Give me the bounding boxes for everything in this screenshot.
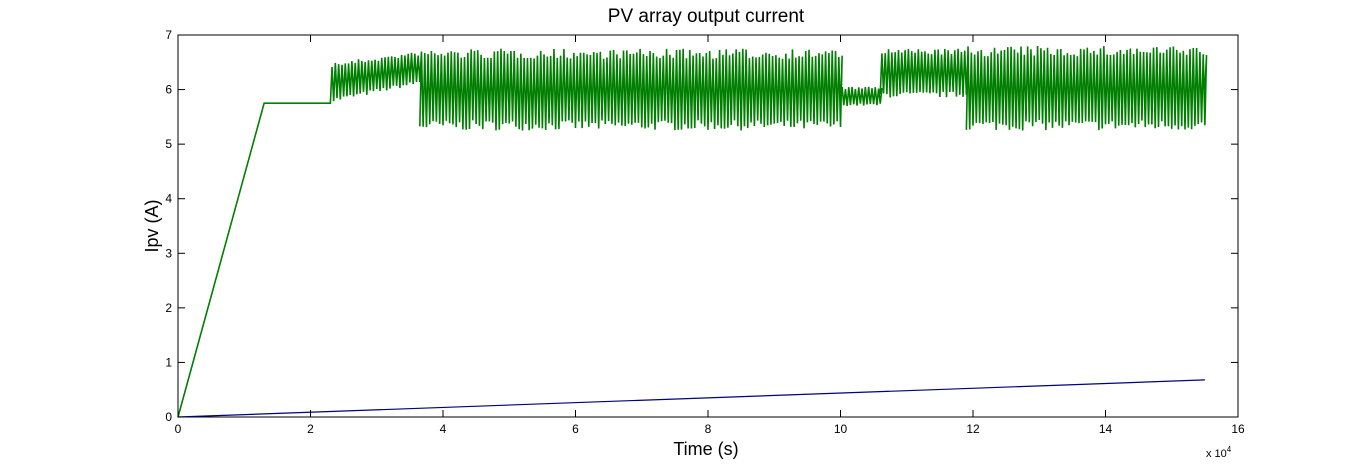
x-tick-label: 6: [572, 422, 579, 436]
series-blue-line: [177, 379, 1205, 418]
x-tick-label: 2: [307, 422, 314, 436]
y-tick-label: 7: [165, 28, 172, 42]
y-tick-label: 6: [165, 83, 172, 97]
x-tick-label: 8: [705, 422, 712, 436]
series-green-line: [177, 46, 1208, 418]
x-axis-multiplier-exponent: 4: [1227, 445, 1232, 454]
x-tick-labels: 0 2 4 6 8 10 12 14 16: [175, 422, 1245, 436]
x-axis-multiplier: x 104: [1206, 445, 1232, 460]
x-axis-label: Time (s): [673, 439, 738, 459]
y-tick-label: 3: [165, 246, 172, 260]
y-tick-label: 4: [165, 192, 172, 206]
chart-title: PV array output current: [608, 6, 805, 27]
y-tick-label: 0: [165, 410, 172, 424]
ticks-layer: [177, 34, 1239, 418]
y-axis-label: Ipv (A): [142, 199, 162, 252]
x-tick-label: 10: [834, 422, 848, 436]
x-tick-label: 16: [1231, 422, 1245, 436]
x-tick-label: 14: [1099, 422, 1113, 436]
y-tick-label: 1: [165, 355, 172, 369]
y-tick-labels: 0 1 2 3 4 5 6 7: [165, 28, 172, 424]
x-tick-label: 0: [175, 422, 182, 436]
y-tick-label: 2: [165, 301, 172, 315]
x-tick-label: 12: [966, 422, 980, 436]
x-axis-multiplier-base: x 10: [1206, 448, 1227, 460]
x-tick-label: 4: [440, 422, 447, 436]
series-layer: [177, 46, 1208, 418]
y-tick-label: 5: [165, 137, 172, 151]
